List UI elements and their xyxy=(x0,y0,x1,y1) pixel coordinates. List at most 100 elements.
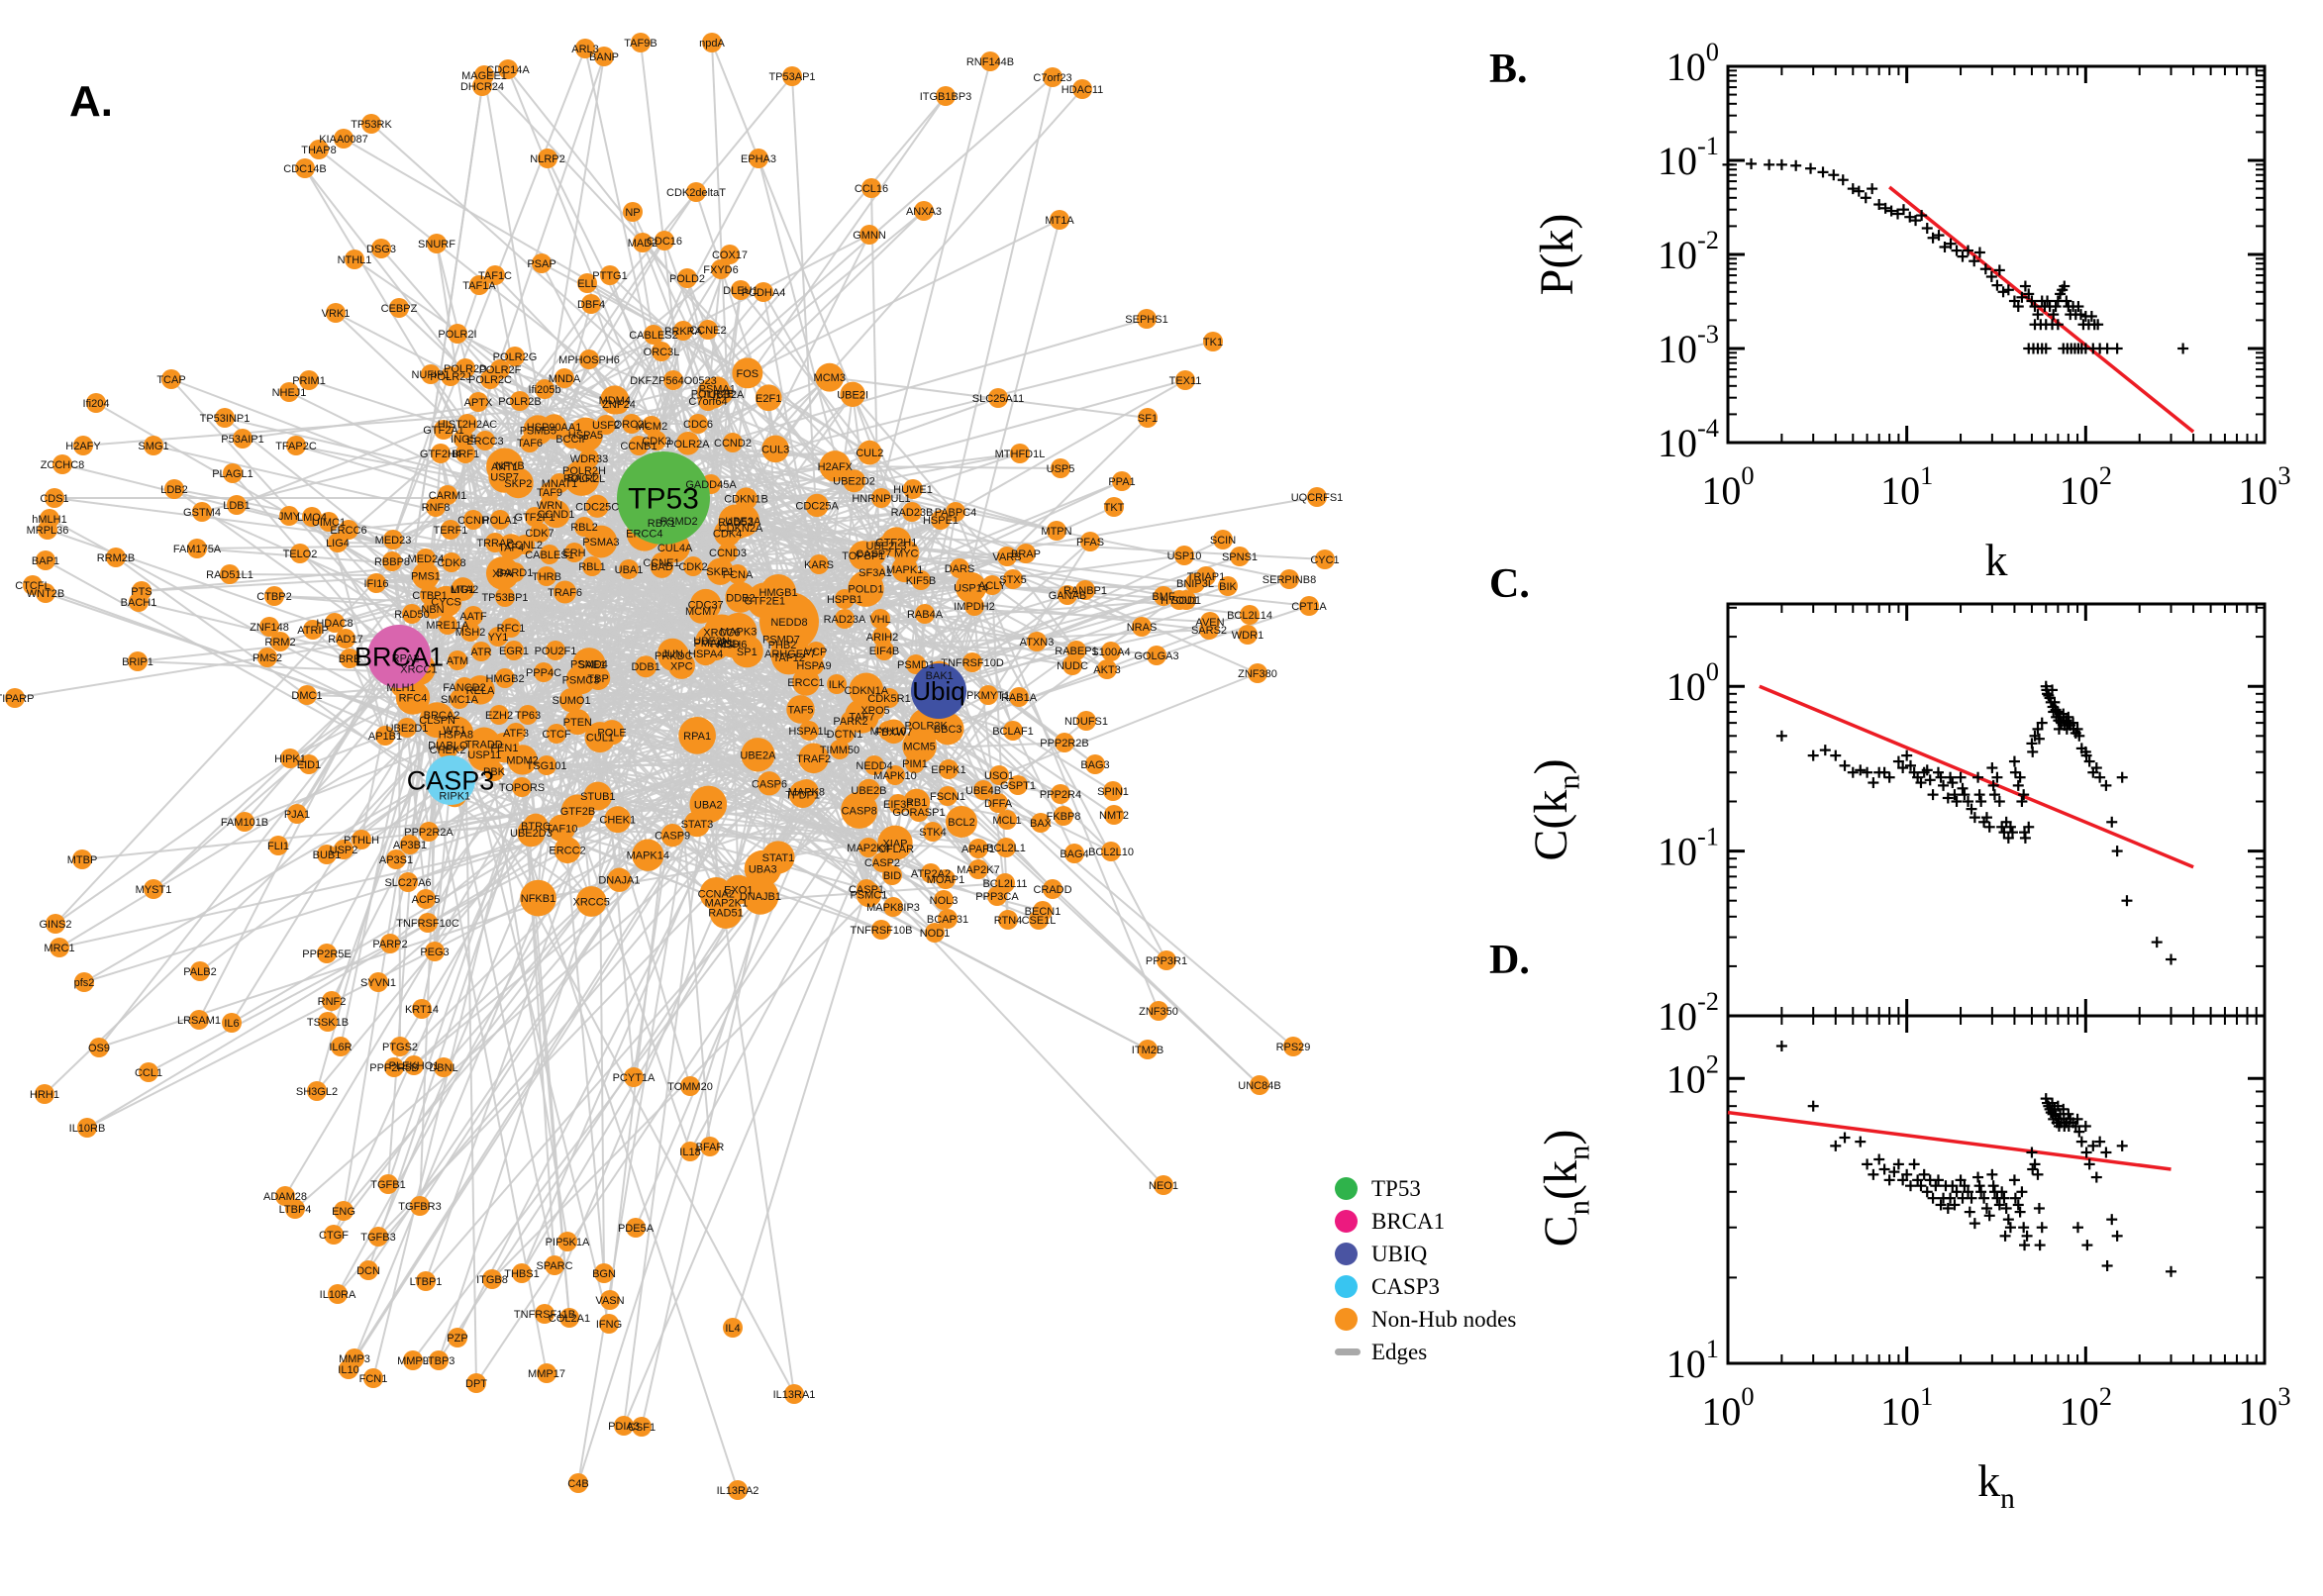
gene-node xyxy=(268,836,288,855)
gene-node xyxy=(317,845,337,864)
gene-node xyxy=(495,668,515,688)
gene-node xyxy=(5,688,25,708)
gene-node-label: LTBP1 xyxy=(410,1276,443,1288)
gene-node-label: FCN1 xyxy=(359,1373,388,1385)
gene-node-label: YY1 xyxy=(488,632,509,644)
gene-node-label: ERCC1 xyxy=(787,677,824,689)
axis-tick-label: 103 xyxy=(2238,460,2290,513)
gene-node-label: FSCN1 xyxy=(930,791,965,803)
gene-node-label: NMT2 xyxy=(1099,810,1129,822)
gene-node xyxy=(222,1013,242,1033)
gene-node xyxy=(512,777,532,797)
gene-node xyxy=(1066,641,1086,660)
gene-node xyxy=(921,863,941,883)
gene-node xyxy=(768,627,794,651)
gene-node-label: VARS xyxy=(992,551,1021,563)
gene-node-label: POU2F1 xyxy=(535,646,577,657)
hub-node-ubiq xyxy=(911,663,966,719)
gene-node-label: RAD51L1 xyxy=(206,569,253,581)
gene-node-label: CDK3 xyxy=(642,436,670,448)
gene-node xyxy=(579,349,599,369)
gene-node-label: NRAS xyxy=(1127,622,1158,634)
gene-node-label: MAPK1 xyxy=(886,564,923,576)
gene-node-label: LDB2 xyxy=(160,484,188,496)
gene-node-label: RAD23A xyxy=(824,614,866,626)
gene-node xyxy=(968,859,988,879)
gene-node-label: TSSK1B xyxy=(307,1017,349,1029)
gene-node xyxy=(1009,687,1029,707)
gene-node-label: TAF5 xyxy=(787,704,813,716)
gene-node-label: POLR2D xyxy=(444,363,487,375)
legend-item-casp3: CASP3 xyxy=(1335,1270,1516,1303)
gene-node xyxy=(448,1328,467,1347)
gene-node xyxy=(259,617,279,637)
gene-node-label: MTPN xyxy=(1041,526,1071,538)
gene-node-label: MOAP1 xyxy=(927,874,965,886)
gene-node xyxy=(434,1057,454,1077)
gene-node-label: SF1 xyxy=(1138,413,1158,425)
gene-node xyxy=(368,972,388,992)
gene-node-label: LIG4 xyxy=(326,538,350,549)
gene-node-label: MLH1 xyxy=(386,682,415,694)
network-edge xyxy=(360,794,455,841)
gene-node-label: RANBP1 xyxy=(1063,585,1107,597)
gene-node-label: BANP xyxy=(589,51,619,63)
gene-node-label: DHCR24 xyxy=(460,81,504,93)
network-edge xyxy=(502,567,905,574)
gene-node xyxy=(1138,408,1158,428)
network-edge xyxy=(521,786,570,1319)
gene-node-label: CDK2deltaT xyxy=(666,187,726,199)
legend-item-label: BRCA1 xyxy=(1371,1208,1446,1234)
gene-node-label: BARD1 xyxy=(497,567,534,579)
gene-node-label: ATF3 xyxy=(503,728,529,740)
gene-node xyxy=(303,620,323,640)
gene-node xyxy=(902,729,937,763)
gene-node xyxy=(870,609,890,629)
gene-node-label: PCDHA4 xyxy=(742,287,786,299)
gene-node-label: UBE2N xyxy=(693,636,730,648)
gene-node-label: PPP2R2A xyxy=(404,827,454,839)
network-edge xyxy=(732,888,867,1329)
gene-node xyxy=(1137,309,1157,329)
gene-node xyxy=(978,685,998,705)
network-edge xyxy=(696,735,883,863)
gene-node-label: ITGB1BP3 xyxy=(920,91,972,103)
gene-node-label: THRB xyxy=(532,571,561,583)
gene-node xyxy=(1050,210,1069,230)
gene-node-label: CCL1 xyxy=(135,1067,162,1079)
gene-node-label: PTTG1 xyxy=(592,270,627,282)
gene-node xyxy=(600,385,630,415)
gene-node-label: RRM2B xyxy=(97,552,136,564)
gene-node-label: PARP2 xyxy=(372,939,407,950)
gene-node-label: CCND1 xyxy=(537,509,574,521)
gene-node xyxy=(555,368,574,388)
gene-node-label: RPA2 xyxy=(392,653,420,665)
gene-node-label: RELA xyxy=(466,685,495,697)
gene-node-label: BMF xyxy=(1152,591,1175,603)
gene-node-label: MSH6 xyxy=(717,640,748,651)
gene-node-label: TAF6 xyxy=(517,438,543,449)
gene-node xyxy=(906,654,926,674)
gene-node xyxy=(575,39,595,58)
gene-node-label: TP53INP1 xyxy=(200,413,251,425)
node-color-swatch xyxy=(1335,1177,1358,1200)
gene-node xyxy=(223,463,243,483)
gene-node xyxy=(389,298,409,318)
gene-node xyxy=(220,564,240,584)
plot-panel-c: 100 10-1 10-2 C(kn) xyxy=(1525,602,2267,1039)
gene-node xyxy=(594,1263,614,1283)
gene-node xyxy=(1047,521,1066,541)
network-edge xyxy=(447,748,556,1266)
gene-node-label: TAF1C xyxy=(478,270,512,282)
gene-node xyxy=(412,561,440,590)
gene-node-label: SPARC xyxy=(536,1260,572,1272)
gene-node-label: TBP xyxy=(587,673,608,685)
gene-node-label: SERPINB8 xyxy=(1262,574,1316,586)
gene-node xyxy=(442,552,461,572)
gene-node xyxy=(378,1174,398,1194)
gene-node-label: CDKN2A xyxy=(719,523,763,535)
gene-node-label: CDK5R1 xyxy=(867,693,910,705)
gene-node xyxy=(647,431,666,450)
gene-node-label: GADD45A xyxy=(685,479,737,491)
